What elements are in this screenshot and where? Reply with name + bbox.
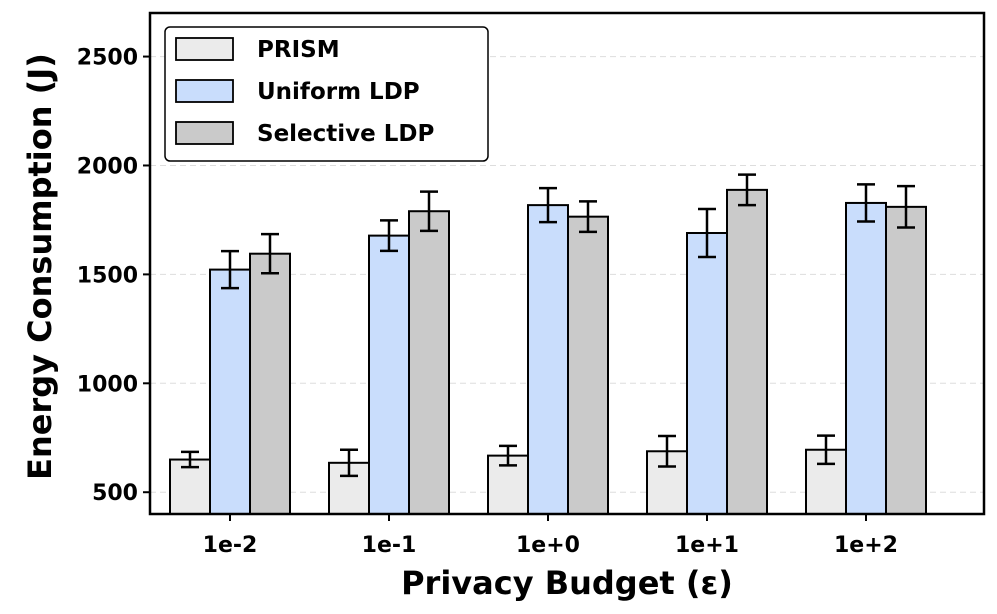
y-tick-label: 1000: [77, 372, 138, 397]
bar-uniform-ldp: [686, 232, 728, 516]
x-tick-label: 1e+2: [834, 533, 898, 558]
x-tick-label: 1e+0: [516, 533, 580, 558]
x-tick-label: 1e+1: [675, 533, 739, 558]
legend-box: [164, 26, 489, 162]
y-tick-label: 2500: [77, 46, 138, 71]
legend-label: Selective LDP: [257, 121, 434, 147]
legend-label: Uniform LDP: [257, 79, 420, 105]
x-tick-label: 1e-2: [203, 533, 258, 558]
legend-swatch: [175, 79, 234, 103]
y-tick-label: 2000: [77, 154, 138, 179]
plot-frame: [148, 11, 986, 516]
bar-uniform-ldp: [209, 268, 251, 515]
bar-uniform-ldp: [527, 204, 569, 515]
bar-selective-ldp: [885, 205, 927, 516]
x-axis-ticks: 1e-2 1e-1 1e+0 1e+1 1e+2: [203, 514, 898, 558]
bar-selective-ldp: [726, 188, 768, 515]
x-tick-label: 1e-1: [362, 533, 417, 558]
bar-uniform-ldp: [368, 234, 410, 515]
legend: PRISM Uniform LDP Selective LDP: [164, 26, 489, 162]
bars: [169, 188, 927, 516]
y-axis-ticks: 500 1000 1500 2000 2500: [77, 46, 150, 506]
legend-swatch: [175, 121, 234, 145]
y-tick-label: 1500: [77, 263, 138, 288]
legend-swatch: [175, 37, 234, 61]
bar-uniform-ldp: [845, 201, 887, 516]
bar-selective-ldp: [408, 210, 450, 515]
error-bars: [181, 173, 915, 478]
bar-selective-ldp: [249, 252, 291, 516]
y-tick-label: 500: [92, 481, 138, 506]
bar-selective-ldp: [567, 215, 609, 515]
legend-label: PRISM: [257, 37, 340, 63]
y-axis-title: Energy Consumption (J): [21, 53, 59, 480]
x-axis-title: Privacy Budget (ε): [401, 564, 733, 602]
